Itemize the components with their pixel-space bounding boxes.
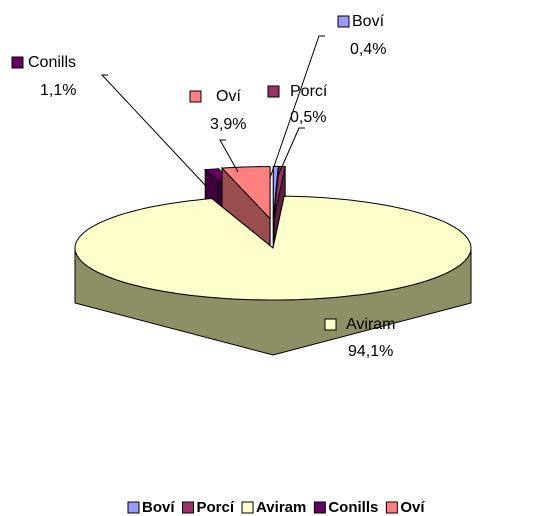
legend-swatch	[182, 501, 195, 514]
data-label-name: Boví	[352, 13, 385, 30]
data-label-value: 3,9%	[210, 116, 246, 133]
label-swatch	[337, 15, 350, 28]
legend-label: Oví	[400, 499, 425, 516]
legend-label: Conills	[328, 499, 378, 516]
leader-line	[219, 139, 239, 173]
data-label-value: 1,1%	[40, 82, 76, 99]
slice	[220, 166, 271, 220]
data-label-name: Porcí	[290, 83, 328, 100]
leader-line	[269, 35, 325, 179]
data-label-name: Conills	[28, 54, 76, 71]
legend-swatch	[313, 501, 326, 514]
legend: Boví Porcí Aviram Conills Oví	[127, 499, 425, 516]
data-label-name: Aviram	[346, 316, 396, 333]
label-swatch	[324, 318, 337, 331]
label-swatch	[189, 90, 202, 103]
data-label-name: Oví	[216, 88, 241, 105]
data-label-value: 0,4%	[350, 41, 386, 58]
data-label-value: 94,1%	[348, 343, 393, 360]
legend-label: Boví	[142, 499, 175, 516]
legend-swatch	[385, 501, 398, 514]
label-swatch	[267, 85, 280, 98]
legend-label: Aviram	[256, 499, 306, 516]
legend-swatch	[127, 501, 140, 514]
label-swatch	[11, 56, 24, 69]
slice	[74, 195, 472, 301]
leader-line	[276, 127, 305, 179]
legend-label: Porcí	[197, 499, 235, 516]
data-label-value: 0,5%	[290, 109, 326, 126]
legend-swatch	[241, 501, 254, 514]
leader-line	[100, 74, 206, 186]
slice	[272, 165, 279, 219]
